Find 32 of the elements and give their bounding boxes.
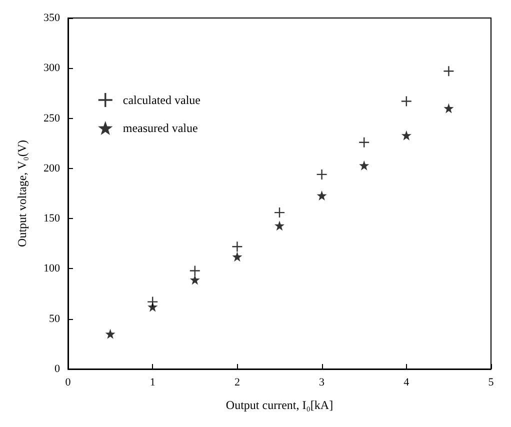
x-tick-label: 1 [150,376,156,388]
point [190,274,200,285]
y-axis-title: Output voltage, V₀(V) [15,140,29,247]
point [105,328,116,339]
point [148,302,158,312]
y-tick-label: 350 [44,12,60,24]
legend-label: calculated value [122,93,200,107]
y-tick-label: 0 [54,363,60,375]
y-tick-label: 50 [49,312,60,325]
point [444,103,454,114]
point [401,96,412,106]
y-tick-label: 150 [44,212,60,225]
point [401,130,412,140]
y-tick-label: 300 [44,62,60,74]
point [232,252,242,262]
x-tick-label: 4 [404,376,410,388]
y-tick-label: 100 [44,262,60,275]
x-axis-title: Output current, I₀[kA] [226,398,334,412]
point [274,220,284,231]
point [444,66,454,76]
point [359,160,370,170]
x-tick-label: 3 [319,376,326,388]
x-tick-label: 0 [65,376,72,388]
point [232,242,242,252]
x-tick-label: 5 [488,376,494,388]
point [316,169,327,180]
legend-label: measured value [122,121,198,135]
point [316,190,327,201]
point [190,266,200,276]
x-tick-label: 2 [234,376,240,388]
y-tick-label: 250 [44,112,60,124]
y-tick-label: 200 [44,162,60,174]
